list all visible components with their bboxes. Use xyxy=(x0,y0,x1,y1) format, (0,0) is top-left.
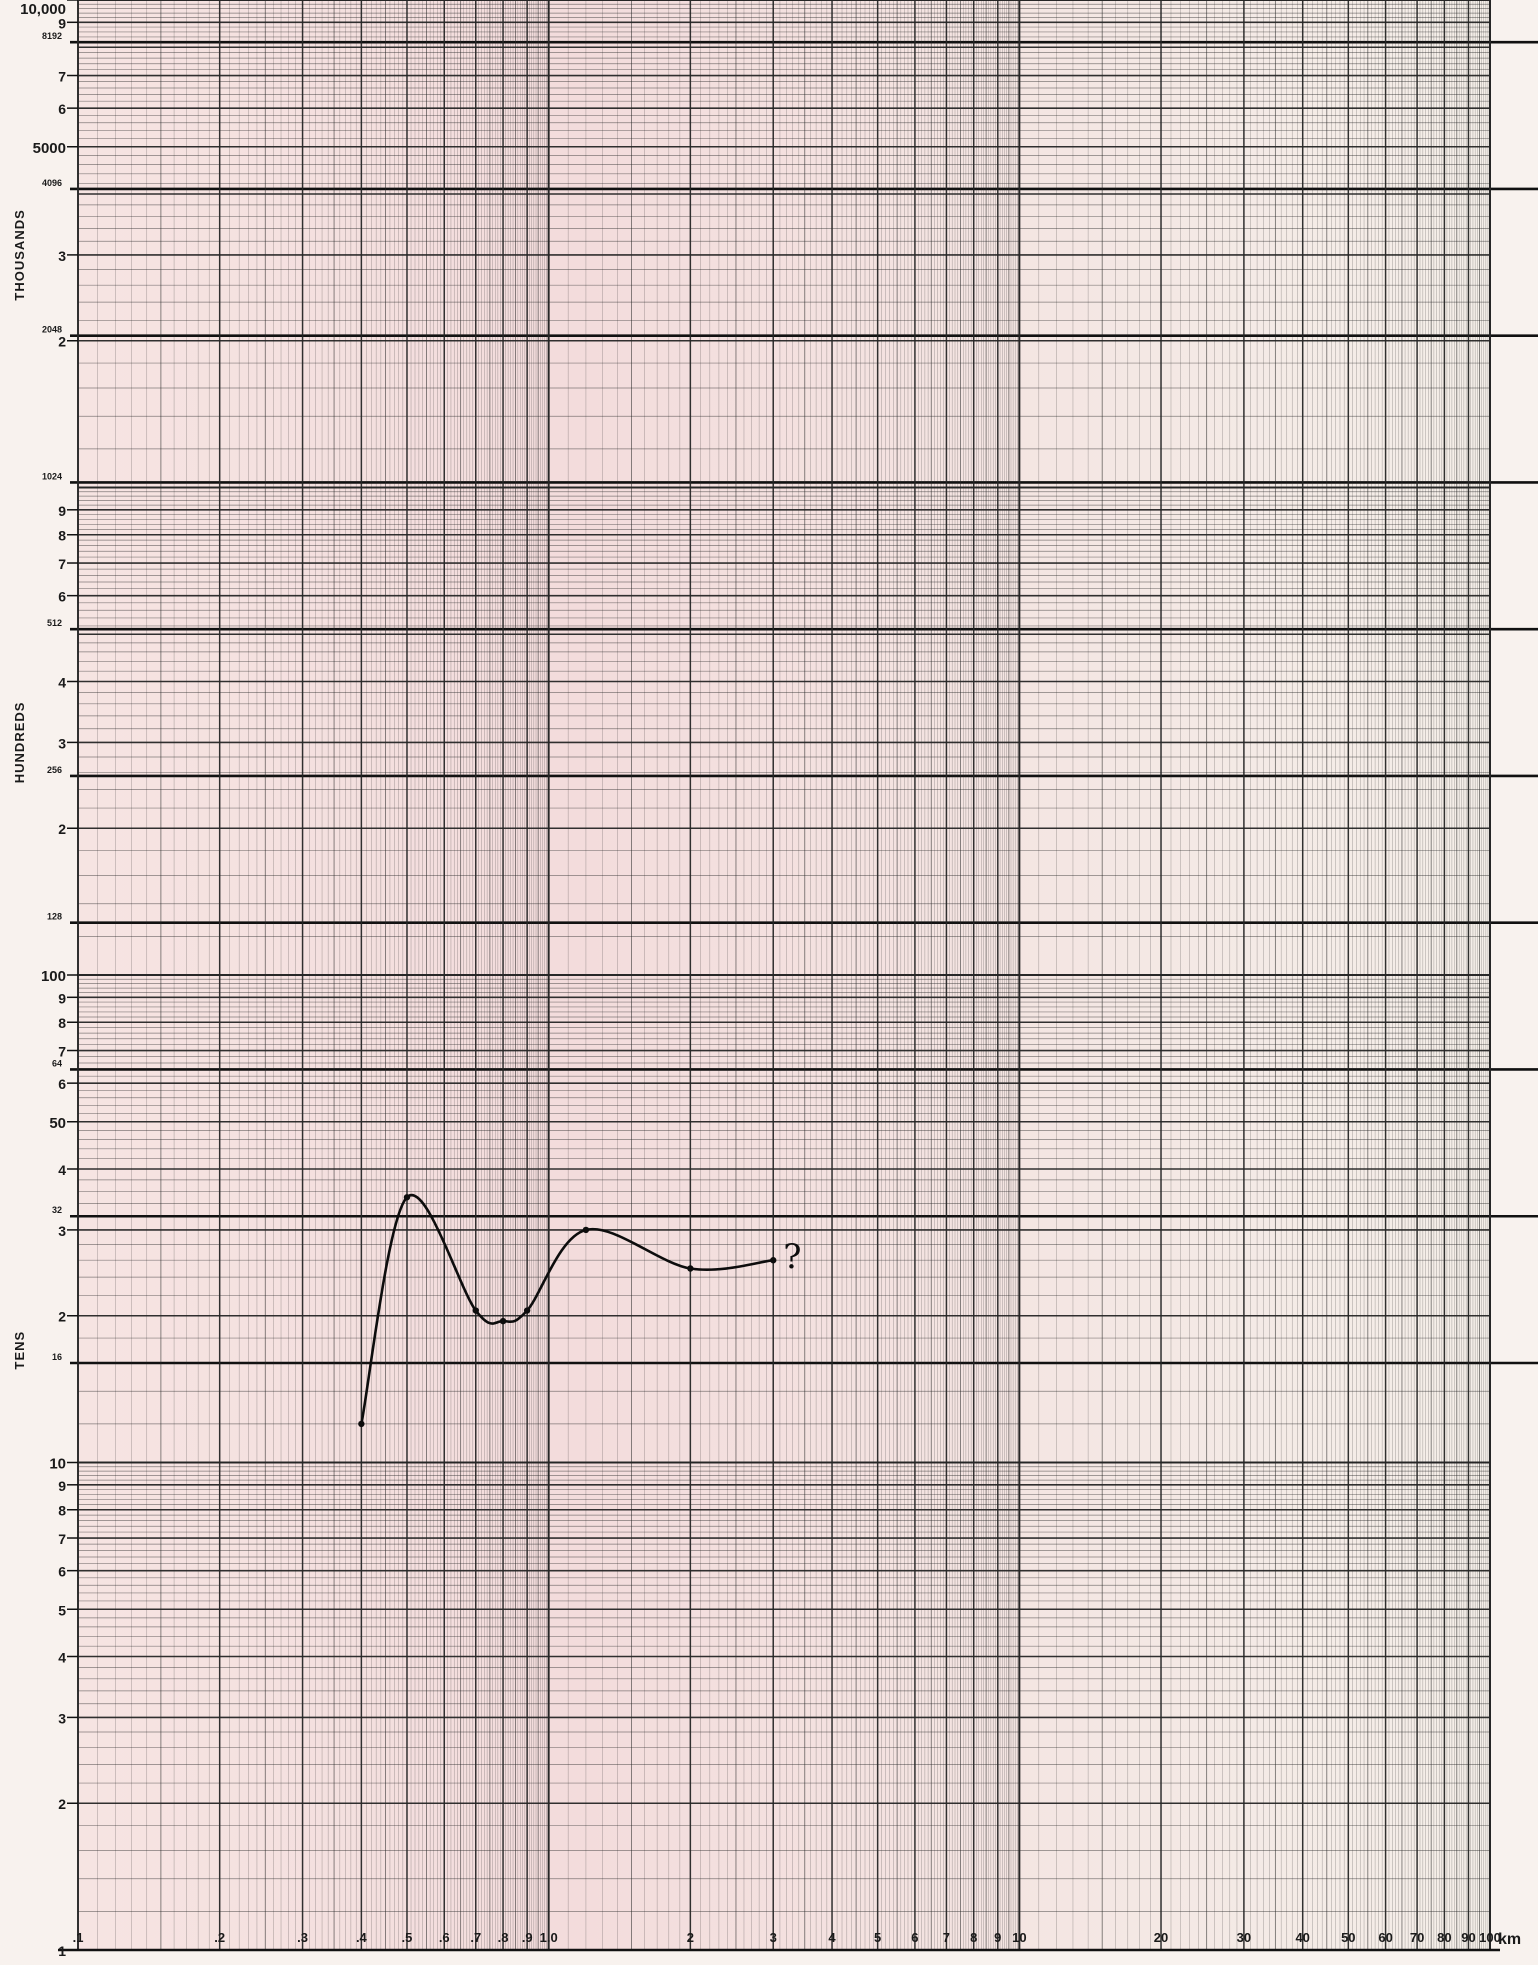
y-tick-labels: 1234567891023450678910023467892350006791… xyxy=(20,0,78,1959)
x-tick-label: .9 xyxy=(522,1930,533,1945)
x-tick-label: 30 xyxy=(1237,1930,1251,1945)
y-tick-label: 2 xyxy=(58,821,66,837)
y-group-label: TENS xyxy=(12,1331,27,1370)
x-tick-label: .1 xyxy=(73,1930,84,1945)
y-tick-label: 1 xyxy=(58,1943,66,1959)
x-tick-label: 50 xyxy=(1341,1930,1355,1945)
power-of-two-label: 512 xyxy=(47,618,62,628)
power-of-two-label: 2048 xyxy=(42,325,62,335)
y-tick-label: 50 xyxy=(49,1115,66,1132)
y-tick-label: 3 xyxy=(58,248,66,264)
x-tick-label: 6 xyxy=(911,1930,918,1945)
data-point xyxy=(499,1317,507,1325)
x-tick-label: 5 xyxy=(874,1930,881,1945)
y-tick-label: 5 xyxy=(58,1602,66,1618)
power-of-two-label: 256 xyxy=(47,765,62,775)
y-group-label: HUNDREDS xyxy=(12,702,27,784)
power-of-two-label: 8192 xyxy=(42,31,62,41)
y-tick-label: 3 xyxy=(58,1223,66,1239)
y-tick-label: 6 xyxy=(58,101,66,117)
x-tick-label: 3 xyxy=(770,1930,777,1945)
y-tick-label: 7 xyxy=(58,1044,66,1060)
y-tick-label: 8 xyxy=(58,528,66,544)
y-tick-label: 8 xyxy=(58,1015,66,1031)
grid-lines xyxy=(58,0,1538,1952)
question-mark-annotation: ? xyxy=(783,1237,801,1277)
x-tick-label: 90 xyxy=(1461,1930,1475,1945)
x-tick-label: 2 xyxy=(687,1930,694,1945)
x-tick-label: .8 xyxy=(498,1930,509,1945)
y-tick-label: 9 xyxy=(58,1478,66,1494)
y-tick-label: 7 xyxy=(58,1531,66,1547)
x-tick-label: 100 xyxy=(1479,1930,1501,1945)
x-tick-label: .5 xyxy=(402,1930,413,1945)
x-tick-label: 20 xyxy=(1154,1930,1168,1945)
y-group-labels: THOUSANDS HUNDREDS TENS xyxy=(12,209,27,1369)
data-point xyxy=(770,1257,777,1264)
y-tick-label: 2 xyxy=(58,1796,66,1812)
y-tick-label: 7 xyxy=(58,556,66,572)
data-point xyxy=(358,1420,365,1428)
x-tick-label: 9 xyxy=(994,1930,1001,1945)
power-of-two-label: 64 xyxy=(52,1058,62,1068)
y-tick-label: 10,000 xyxy=(20,1,66,18)
x-tick-label: 40 xyxy=(1295,1930,1309,1945)
y-tick-label: 9 xyxy=(58,503,66,519)
y-tick-label: 6 xyxy=(58,589,66,605)
x-tick-label: 60 xyxy=(1378,1930,1392,1945)
y-tick-label: 9 xyxy=(58,15,66,31)
x-tick-label: 10 xyxy=(1012,1930,1026,1945)
x-tick-label: .3 xyxy=(297,1930,308,1945)
x-tick-label: 1.0 xyxy=(540,1930,558,1945)
x-tick-label: .7 xyxy=(470,1930,481,1945)
y-tick-label: 2 xyxy=(58,334,66,350)
y-tick-label: 4 xyxy=(58,1649,66,1665)
y-group-label: THOUSANDS xyxy=(12,209,27,300)
power-of-two-labels: 16 32 64 128 256 512 1024 2048 4096 8192 xyxy=(42,31,62,1362)
y-tick-label: 6 xyxy=(58,1564,66,1580)
y-tick-label: 7 xyxy=(58,69,66,85)
x-tick-label: .4 xyxy=(356,1930,368,1945)
y-tick-label: 5000 xyxy=(33,140,66,157)
series-line xyxy=(360,1193,775,1426)
data-point xyxy=(472,1307,479,1314)
power-of-two-label: 4096 xyxy=(42,178,62,188)
data-point xyxy=(687,1265,694,1272)
y-tick-label: 6 xyxy=(58,1076,66,1092)
x-unit-label: km xyxy=(1498,1931,1521,1948)
x-tick-label: 80 xyxy=(1437,1930,1451,1945)
y-tick-label: 8 xyxy=(58,1503,66,1519)
power-of-two-label: 32 xyxy=(52,1205,62,1215)
data-point xyxy=(582,1226,590,1234)
y-tick-label: 4 xyxy=(58,1162,66,1178)
x-tick-label: 8 xyxy=(970,1930,977,1945)
power-of-two-label: 16 xyxy=(52,1352,62,1362)
y-tick-label: 2 xyxy=(58,1309,66,1325)
x-tick-label: .2 xyxy=(214,1930,225,1945)
power-of-two-label: 1024 xyxy=(42,471,62,481)
y-tick-label: 10 xyxy=(49,1456,66,1473)
x-tick-label: 4 xyxy=(828,1930,836,1945)
annotations: ? xyxy=(783,1237,801,1277)
y-tick-label: 100 xyxy=(41,968,66,985)
y-tick-label: 3 xyxy=(58,1710,66,1726)
power-of-two-label: 128 xyxy=(47,912,62,922)
data-series xyxy=(358,1193,777,1428)
y-tick-label: 3 xyxy=(58,735,66,751)
y-tick-label: 4 xyxy=(58,674,66,690)
y-tick-label: 9 xyxy=(58,990,66,1006)
x-tick-labels: .1 .2 .3 .4 .5 .6 .7 .8 .9 1.0 2 3 4 5 6 7 8 9 10 20 30 40 50 6… xyxy=(73,1930,1501,1945)
data-point xyxy=(523,1307,531,1314)
x-tick-label: 7 xyxy=(943,1930,950,1945)
x-tick-label: 70 xyxy=(1410,1930,1424,1945)
data-point xyxy=(403,1194,411,1201)
x-tick-label: .6 xyxy=(439,1930,450,1945)
